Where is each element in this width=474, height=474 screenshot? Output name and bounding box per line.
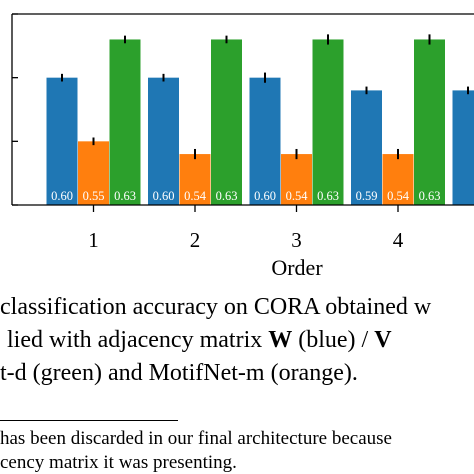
footnote-divider	[0, 420, 178, 421]
bar-value-label: 0.54	[286, 189, 309, 203]
x-tick-label: 3	[291, 228, 302, 252]
bar-value-label: 0.60	[254, 189, 276, 203]
caption-line-2-text-c: (blue) /	[292, 327, 375, 353]
bar	[414, 39, 445, 205]
bar-value-label: 0.63	[114, 189, 136, 203]
bar	[351, 90, 382, 205]
figure-caption: classification accuracy on CORA obtained…	[0, 294, 474, 394]
caption-line-2: lied with adjacency matrix W (blue) / V	[7, 327, 392, 353]
x-tick-label: 1	[88, 228, 99, 252]
bars-layer	[46, 34, 474, 205]
bar-value-label: 0.63	[419, 189, 441, 203]
value-labels: 0.60 0.55 0.63 0.60 0.54 0.63 0.60 0.54 0.63 0.59…	[51, 189, 440, 203]
bar-value-label: 0.54	[184, 189, 207, 203]
footnote: has been discarded in our final architec…	[0, 428, 474, 474]
caption-line-3-text: t-d (green) and MotifNet-m (orange).	[0, 360, 358, 386]
x-ticks: 12345	[88, 205, 404, 252]
bar	[452, 90, 474, 205]
bar	[249, 77, 281, 205]
bar	[211, 39, 242, 205]
bar	[312, 39, 344, 205]
bar-chart: 0.60 0.55 0.63 0.60 0.54 0.63 0.60 0.54 0.63 0.59…	[11, 13, 474, 280]
caption-line-1: classification accuracy on CORA obtained…	[0, 294, 431, 320]
bar-value-label: 0.63	[317, 189, 339, 203]
bar	[46, 77, 78, 205]
bar	[78, 141, 109, 205]
caption-line-3: t-d (green) and MotifNet-m (orange).	[0, 360, 358, 386]
x-tick-label: 4	[393, 228, 404, 252]
bar-value-label: 0.55	[83, 189, 105, 203]
bar-value-label: 0.60	[153, 189, 175, 203]
caption-matrix-w: W	[268, 327, 293, 353]
caption-matrix-v: V	[374, 327, 392, 353]
bar-value-label: 0.60	[51, 189, 73, 203]
caption-line-1-text: classification accuracy on CORA obtained…	[0, 294, 432, 320]
bar	[109, 39, 141, 205]
footnote-line-1: has been discarded in our final architec…	[0, 428, 392, 449]
bar	[179, 154, 211, 205]
axes-frame	[11, 13, 474, 206]
bar	[382, 154, 414, 205]
bar	[281, 154, 312, 205]
x-tick-label: 2	[190, 228, 201, 252]
footnote-line-2: cency matrix it was presenting.	[0, 452, 237, 473]
bar-value-label: 0.54	[387, 189, 410, 203]
bar	[148, 77, 179, 205]
bar-value-label: 0.59	[356, 189, 378, 203]
x-axis-label: Order	[271, 255, 323, 280]
bar-value-label: 0.63	[216, 189, 238, 203]
caption-line-2-text-a: lied with adjacency matrix	[7, 327, 269, 353]
